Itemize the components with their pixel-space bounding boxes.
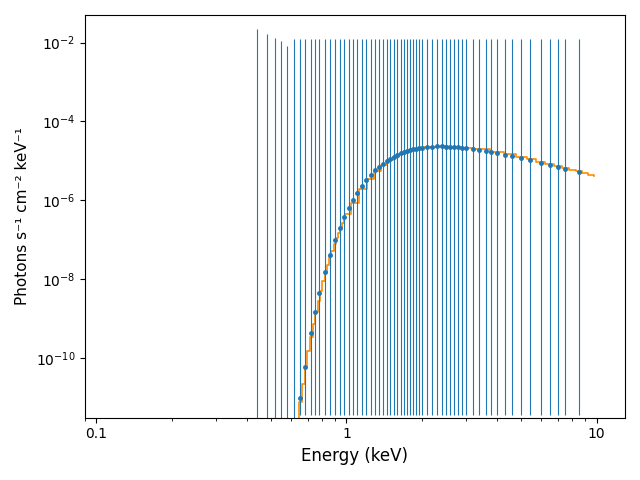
X-axis label: Energy (keV): Energy (keV) [301,447,408,465]
Y-axis label: Photons s⁻¹ cm⁻² keV⁻¹: Photons s⁻¹ cm⁻² keV⁻¹ [15,127,30,305]
